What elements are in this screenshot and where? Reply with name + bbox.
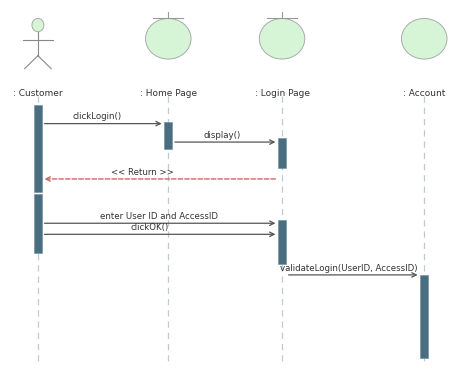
Bar [420, 275, 428, 358]
Bar [278, 138, 286, 168]
Bar [34, 194, 42, 253]
Ellipse shape [146, 18, 191, 59]
Bar [164, 122, 172, 149]
Ellipse shape [32, 18, 44, 32]
Text: : Home Page: : Home Page [140, 89, 197, 97]
Bar [278, 220, 286, 264]
Text: validateLogin(UserID, AccessID): validateLogin(UserID, AccessID) [280, 264, 417, 273]
Text: display(): display() [203, 131, 240, 140]
Text: clickOK(): clickOK() [130, 223, 168, 232]
Text: clickLogin(): clickLogin() [73, 113, 122, 121]
Text: : Account: : Account [403, 89, 446, 97]
Ellipse shape [259, 18, 305, 59]
Ellipse shape [401, 18, 447, 59]
Text: : Customer: : Customer [13, 89, 63, 97]
Bar [34, 105, 42, 192]
Text: << Return >>: << Return >> [111, 168, 173, 177]
Text: enter User ID and AccessID: enter User ID and AccessID [100, 212, 218, 221]
Text: : Login Page: : Login Page [255, 89, 310, 97]
